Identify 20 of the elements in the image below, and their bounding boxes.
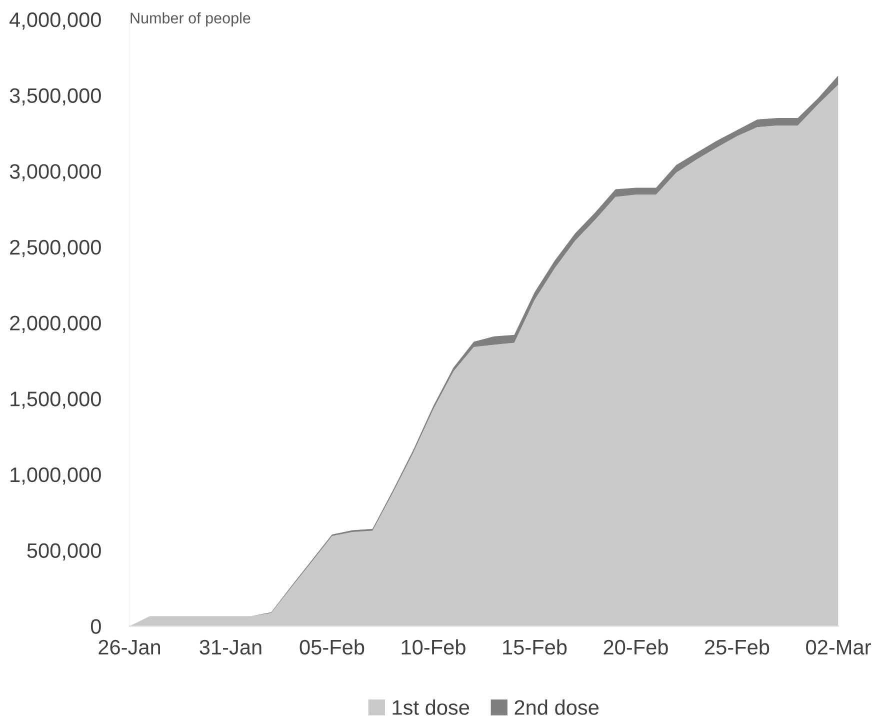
y-tick-label: 3,500,000 [10, 88, 101, 106]
x-tick-label: 15-Feb [503, 639, 567, 655]
x-tick-label: 26-Jan [98, 640, 160, 655]
y-tick-label: 3,000,000 [10, 164, 101, 182]
legend-label: 1st dose [392, 700, 470, 715]
x-tick-label: 20-Feb [604, 639, 668, 655]
x-tick-label: 25-Feb [705, 639, 770, 655]
x-tick-label: 05-Feb [300, 639, 364, 655]
x-tick-label: 31-Jan [200, 640, 262, 655]
y-tick-label: 1,000,000 [10, 467, 101, 485]
y-tick-label: 0 [90, 619, 101, 634]
legend-label: 2nd dose [514, 700, 599, 715]
y-axis-title: Number of people [130, 12, 250, 27]
y-tick-label: 1,500,000 [10, 392, 101, 409]
y-tick-label: 4,000,000 [10, 12, 101, 30]
x-tick-label: 10-Feb [402, 639, 466, 655]
y-tick-label: 500,000 [27, 543, 101, 560]
y-tick-label: 2,000,000 [10, 316, 101, 333]
y-tick-label: 2,500,000 [10, 240, 101, 258]
x-tick-label: 02-Mar [806, 640, 871, 655]
